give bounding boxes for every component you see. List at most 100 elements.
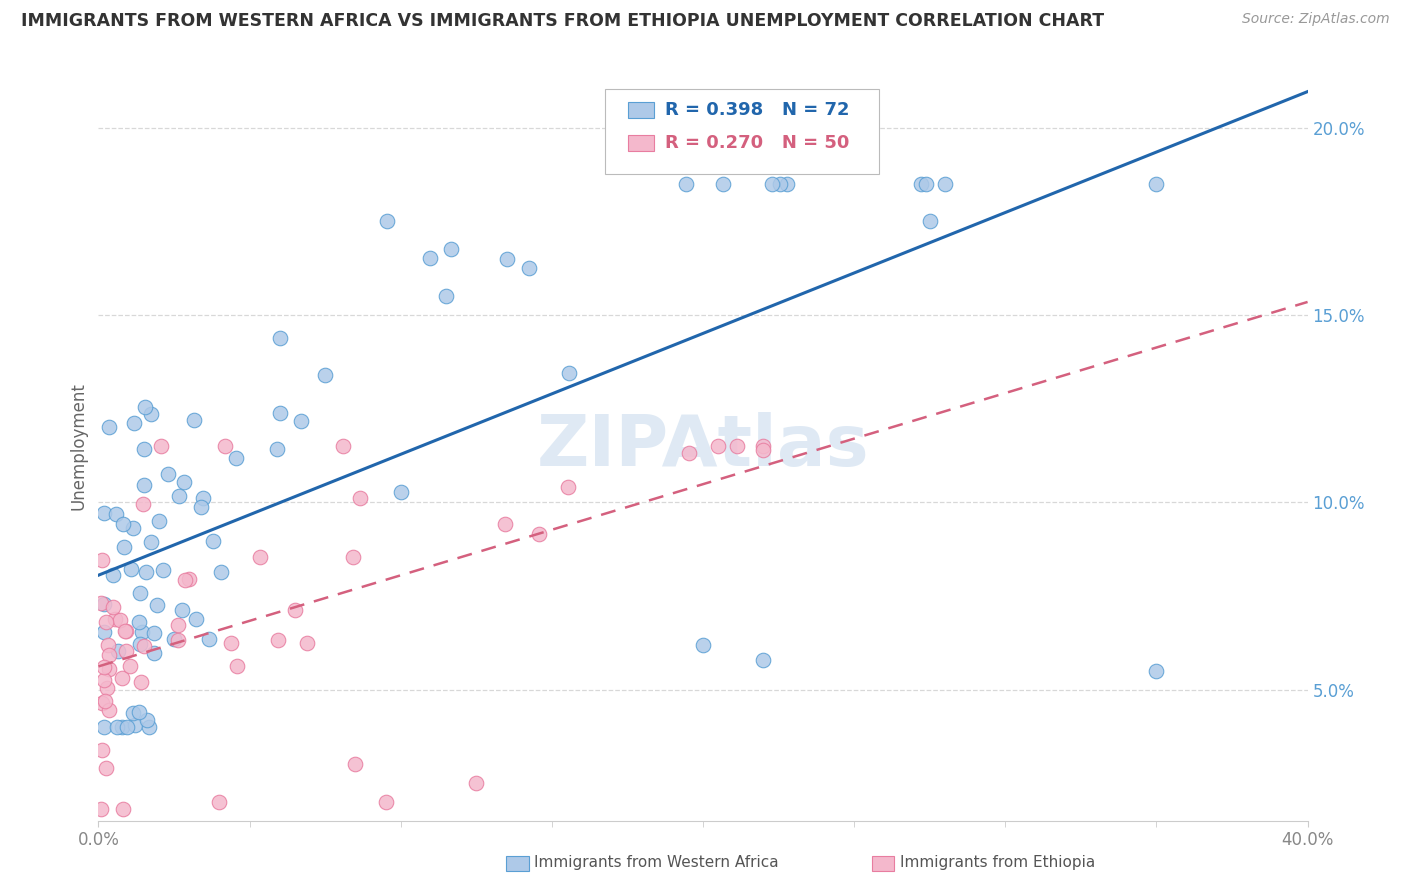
Point [152, 563, 174, 577]
Point [183, 413, 205, 427]
Text: Immigrants from Western Africa: Immigrants from Western Africa [534, 855, 779, 870]
Point [934, 177, 956, 191]
Point [297, 636, 319, 650]
Point [201, 534, 224, 549]
Point [494, 516, 516, 531]
Point [96, 681, 118, 695]
Point [332, 439, 354, 453]
Point [190, 500, 212, 514]
Point [134, 401, 156, 415]
Point [440, 243, 463, 257]
Point [121, 521, 143, 535]
Point [148, 514, 170, 528]
Point [111, 802, 134, 816]
Point [776, 177, 799, 191]
Point [94, 761, 117, 775]
Point [94, 694, 117, 708]
Point [94, 615, 117, 629]
Point [129, 638, 152, 652]
Point [752, 652, 775, 666]
Point [675, 177, 697, 191]
Point [918, 214, 941, 228]
Point [128, 586, 150, 600]
Point [174, 573, 197, 587]
Point [131, 674, 153, 689]
Point [434, 289, 457, 303]
Point [706, 439, 728, 453]
Point [211, 565, 233, 579]
Point [107, 644, 129, 658]
Point [90, 742, 112, 756]
Text: IMMIGRANTS FROM WESTERN AFRICA VS IMMIGRANTS FROM ETHIOPIA UNEMPLOYMENT CORRELAT: IMMIGRANTS FROM WESTERN AFRICA VS IMMIGR… [21, 12, 1104, 29]
Point [678, 446, 700, 460]
Point [290, 414, 312, 428]
Point [114, 624, 136, 638]
Point [314, 368, 336, 383]
Text: Source: ZipAtlas.com: Source: ZipAtlas.com [1241, 12, 1389, 26]
Point [111, 720, 134, 734]
Point [146, 599, 169, 613]
Point [97, 703, 120, 717]
Point [93, 597, 115, 611]
Point [98, 662, 121, 676]
Point [101, 600, 124, 615]
Point [711, 177, 734, 191]
Point [122, 706, 145, 720]
Point [98, 648, 121, 662]
Point [114, 624, 136, 638]
Text: R = 0.270   N = 50: R = 0.270 N = 50 [665, 134, 849, 152]
Point [112, 540, 135, 554]
Point [122, 416, 145, 430]
Point [149, 439, 172, 453]
Y-axis label: Unemployment: Unemployment [69, 382, 87, 510]
Point [558, 367, 581, 381]
Point [111, 672, 134, 686]
Point [111, 516, 134, 531]
Point [225, 451, 247, 466]
Point [375, 213, 398, 227]
Point [163, 632, 186, 646]
Point [269, 331, 291, 345]
Point [128, 615, 150, 629]
Point [184, 612, 207, 626]
Point [1144, 664, 1167, 678]
Point [169, 489, 191, 503]
Point [221, 636, 243, 650]
Point [527, 526, 550, 541]
Point [131, 624, 153, 639]
Point [132, 639, 155, 653]
Point [118, 658, 141, 673]
Point [374, 795, 396, 809]
Point [761, 177, 783, 191]
Point [91, 696, 114, 710]
Point [193, 491, 215, 505]
Point [342, 550, 364, 565]
Point [104, 612, 127, 626]
Point [105, 720, 128, 734]
Point [910, 177, 932, 191]
Point [143, 626, 166, 640]
Point [139, 407, 162, 421]
Point [692, 638, 714, 652]
Point [179, 572, 201, 586]
Point [115, 644, 138, 658]
Text: ZIPAtlas: ZIPAtlas [537, 411, 869, 481]
Text: R = 0.398   N = 72: R = 0.398 N = 72 [665, 101, 849, 119]
Point [167, 617, 190, 632]
Point [557, 480, 579, 494]
Point [143, 646, 166, 660]
Point [1144, 177, 1167, 191]
Point [93, 720, 115, 734]
Point [284, 603, 307, 617]
Point [103, 567, 125, 582]
Point [752, 439, 775, 453]
Point [136, 713, 159, 727]
Point [198, 632, 221, 646]
Point [108, 613, 131, 627]
Point [93, 506, 115, 520]
Point [214, 439, 236, 453]
Point [93, 625, 115, 640]
Point [266, 633, 288, 648]
Point [135, 565, 157, 579]
Point [170, 603, 193, 617]
